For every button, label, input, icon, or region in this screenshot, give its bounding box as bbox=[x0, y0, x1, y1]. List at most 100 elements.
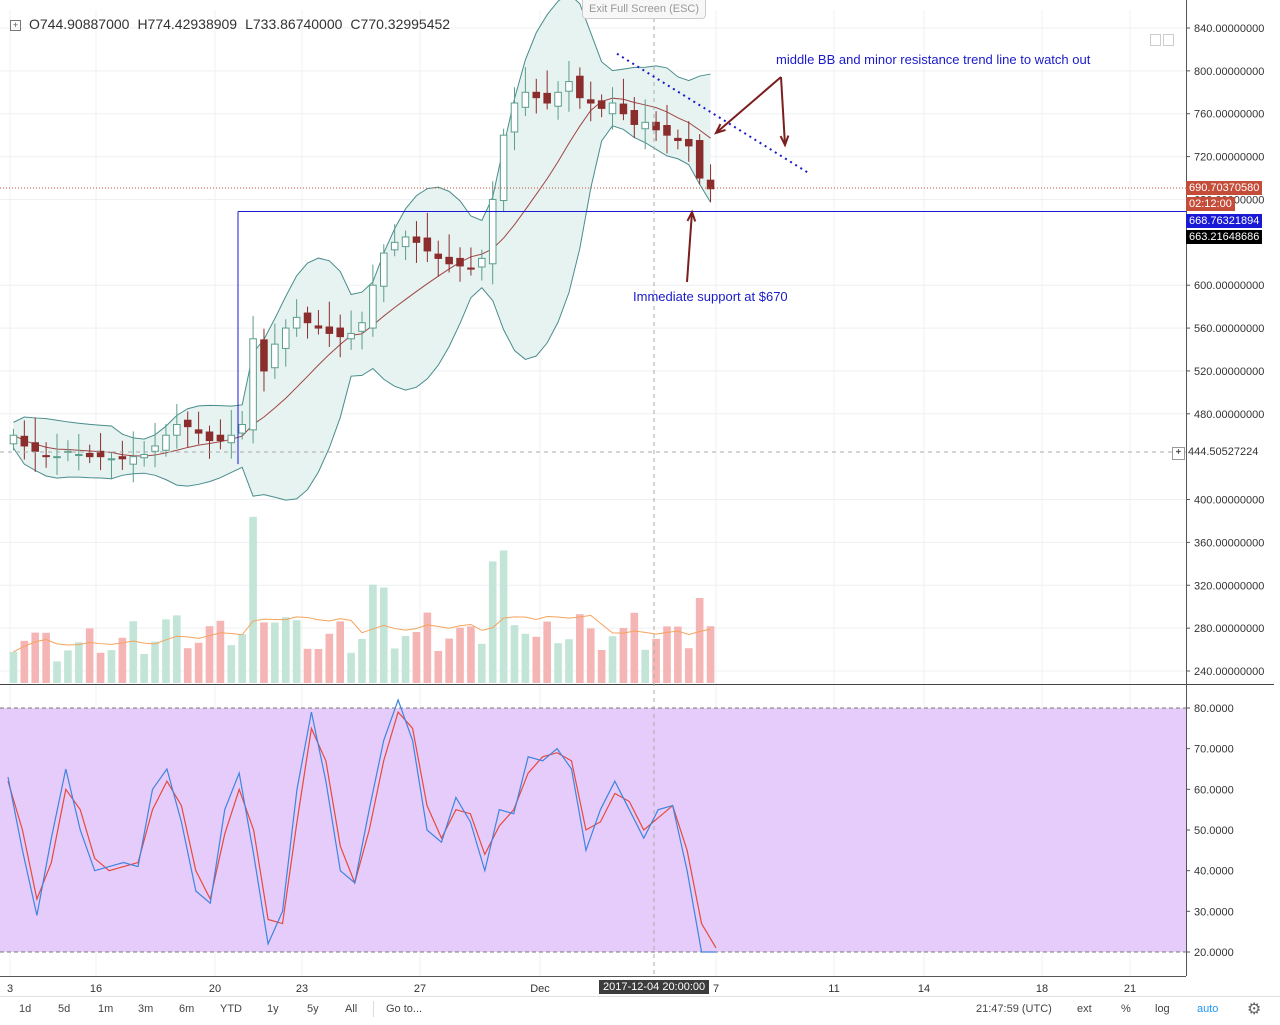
tf-6m[interactable]: 6m bbox=[179, 1003, 195, 1015]
candle-body bbox=[227, 434, 236, 444]
chart-canvas[interactable]: 840.00000000800.00000000760.00000000720.… bbox=[0, 0, 1280, 996]
price-axis-label: 240.00000000 bbox=[1194, 666, 1264, 678]
price-axis-label: 760.00000000 bbox=[1194, 109, 1264, 121]
volume-bar bbox=[183, 648, 192, 683]
volume-bar bbox=[260, 622, 268, 683]
support-arrow-head bbox=[686, 209, 697, 222]
volume-bar bbox=[619, 628, 628, 683]
stoch-axis-label: 80.0000 bbox=[1194, 703, 1234, 715]
tf-all[interactable]: All bbox=[345, 1003, 358, 1015]
percent-toggle[interactable]: % bbox=[1121, 1003, 1131, 1015]
maximize-pane-icon[interactable] bbox=[1150, 34, 1161, 46]
blue-line-price-tag: 668.76321894 bbox=[1186, 214, 1263, 228]
volume-bar bbox=[695, 598, 704, 683]
volume-bar bbox=[358, 639, 366, 683]
candle-body bbox=[608, 102, 617, 115]
resistance-annotation: middle BB and minor resistance trend lin… bbox=[776, 52, 1091, 67]
time-axis-label: 21 bbox=[1124, 983, 1136, 995]
candle-body bbox=[9, 434, 18, 445]
stoch-axis-label: 20.0000 bbox=[1194, 947, 1234, 959]
volume-bar bbox=[325, 633, 334, 683]
volume-bar bbox=[96, 652, 105, 683]
volume-bar bbox=[74, 642, 83, 683]
candle-body bbox=[445, 256, 453, 265]
volume-bar bbox=[118, 637, 127, 683]
volume-bar bbox=[53, 661, 61, 683]
candle-body bbox=[42, 455, 50, 458]
candle-body bbox=[478, 257, 486, 268]
pane-controls bbox=[1150, 34, 1176, 49]
stoch-axis-label: 50.0000 bbox=[1194, 825, 1234, 837]
time-axis-label: 27 bbox=[414, 983, 426, 995]
candle-body bbox=[347, 332, 355, 340]
candle-body bbox=[53, 456, 61, 459]
price-axis-label: 480.00000000 bbox=[1194, 409, 1264, 421]
log-toggle[interactable]: log bbox=[1155, 1003, 1170, 1015]
candle-body bbox=[423, 237, 432, 252]
goto-button[interactable]: Go to... bbox=[386, 1003, 423, 1015]
volume-bar bbox=[586, 628, 595, 683]
tf-5d[interactable]: 5d bbox=[58, 1003, 71, 1015]
price-axis-label: 720.00000000 bbox=[1194, 152, 1264, 164]
price-axis-label: 520.00000000 bbox=[1194, 366, 1264, 378]
ext-toggle[interactable]: ext bbox=[1077, 1003, 1092, 1015]
candle-body bbox=[597, 100, 606, 109]
price-axis-label: 400.00000000 bbox=[1194, 495, 1264, 507]
candle-body bbox=[565, 81, 573, 92]
candle-body bbox=[641, 121, 649, 130]
candle-body bbox=[336, 327, 344, 338]
tf-1y[interactable]: 1y bbox=[267, 1003, 279, 1015]
candle-body bbox=[652, 121, 660, 131]
tf-5y[interactable]: 5y bbox=[307, 1003, 319, 1015]
candle-body bbox=[499, 134, 508, 202]
candle-body bbox=[173, 424, 181, 436]
time-axis-label: Dec bbox=[530, 983, 550, 995]
candle-body bbox=[401, 236, 410, 248]
price-axis-label: 600.00000000 bbox=[1194, 280, 1264, 292]
ohlc-legend: + O744.90887000 H774.42938909 L733.86740000… bbox=[10, 16, 458, 32]
volume-bar bbox=[478, 643, 486, 683]
candle-body bbox=[85, 452, 94, 458]
tf-3m[interactable]: 3m bbox=[138, 1003, 154, 1015]
candlesticks bbox=[9, 61, 715, 483]
collapse-pane-icon[interactable] bbox=[1163, 34, 1174, 46]
volume-bar bbox=[249, 516, 257, 683]
volume-bar bbox=[630, 612, 639, 683]
volume-bar bbox=[554, 643, 562, 683]
bottom-toolbar: 1d 5d 1m 3m 6m YTD 1y 5y All Go to... 21… bbox=[0, 996, 1280, 1025]
price-axis-label: 560.00000000 bbox=[1194, 323, 1264, 335]
volume-bar bbox=[271, 622, 279, 683]
auto-scale-toggle[interactable]: auto bbox=[1197, 1003, 1219, 1015]
candle-body bbox=[488, 198, 497, 265]
tf-1d[interactable]: 1d bbox=[19, 1003, 32, 1015]
ohlc-open: O744.90887000 bbox=[29, 16, 130, 32]
candle-body bbox=[576, 75, 584, 99]
candle-body bbox=[249, 338, 257, 431]
collapse-plus-icon[interactable]: + bbox=[10, 20, 21, 31]
time-axis-label: 20 bbox=[209, 983, 221, 995]
time-axis-label: 23 bbox=[296, 983, 308, 995]
volume-bar bbox=[379, 587, 388, 683]
gear-icon[interactable]: ⚙ bbox=[1247, 1001, 1262, 1018]
exit-fullscreen-button[interactable]: Exit Full Screen (ESC) bbox=[582, 0, 706, 19]
resistance-arrow-right bbox=[780, 76, 786, 146]
volume-bar bbox=[467, 626, 475, 683]
candle-body bbox=[467, 267, 475, 270]
price-axis-label: 360.00000000 bbox=[1194, 537, 1264, 549]
candle-body bbox=[107, 458, 116, 461]
bollinger-lower-band bbox=[13, 125, 711, 501]
tf-ytd[interactable]: YTD bbox=[220, 1003, 242, 1015]
stoch-axis-label: 60.0000 bbox=[1194, 784, 1234, 796]
volume-bar bbox=[227, 645, 236, 683]
time-axis-label: 11 bbox=[828, 983, 839, 995]
volume-bar bbox=[510, 625, 519, 683]
volume-bar bbox=[565, 639, 573, 683]
add-alert-plus-icon[interactable]: + bbox=[1172, 447, 1185, 460]
candle-body bbox=[216, 434, 225, 442]
volume-bar bbox=[684, 648, 693, 683]
candle-body bbox=[281, 327, 290, 349]
tf-1m[interactable]: 1m bbox=[98, 1003, 114, 1015]
volume-bar bbox=[521, 633, 530, 683]
time-axis-label: 3 bbox=[7, 983, 13, 995]
candle-body bbox=[390, 241, 399, 251]
